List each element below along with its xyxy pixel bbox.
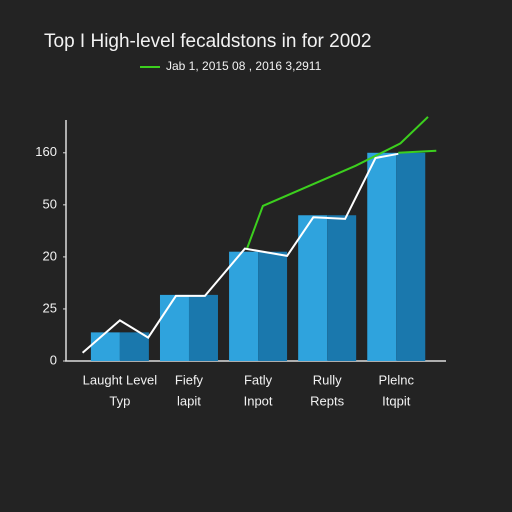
line-series xyxy=(398,149,437,154)
x-tick-label: Fiefy xyxy=(175,372,204,387)
x-tick-label: Inpot xyxy=(244,393,273,408)
line-series xyxy=(246,116,429,249)
x-tick-label: Typ xyxy=(109,393,130,408)
bar-face xyxy=(298,215,328,361)
bar-side xyxy=(119,332,149,361)
x-tick-label: Repts xyxy=(310,393,344,408)
bar xyxy=(229,251,288,361)
y-tick-label: 25 xyxy=(43,300,57,315)
bar xyxy=(298,215,357,361)
legend-label: Jab 1, 2015 08 , 2016 3,2911 xyxy=(166,59,322,73)
x-tick-label: Fatly xyxy=(244,372,273,387)
chart-title: Top I High-level fecaldstons in for 2002 xyxy=(44,31,371,52)
bar-side xyxy=(396,152,426,361)
bar xyxy=(90,332,149,361)
bar-face xyxy=(159,294,189,361)
line-series xyxy=(81,152,399,354)
bar xyxy=(159,294,218,361)
bar-face xyxy=(90,332,120,361)
x-tick-label: lapit xyxy=(177,393,201,408)
x-tick-label: Itqpit xyxy=(382,393,411,408)
bar xyxy=(367,152,426,361)
y-tick-label: 160 xyxy=(35,144,57,159)
bar-side xyxy=(327,215,357,361)
x-tick-label: Plelnc xyxy=(379,372,415,387)
y-tick-label: 20 xyxy=(43,248,57,263)
y-tick-label: 50 xyxy=(43,196,57,211)
x-tick-label: Laught Level xyxy=(83,372,158,387)
bar-face xyxy=(229,251,259,361)
bar-side xyxy=(258,251,288,361)
bar-face xyxy=(367,152,397,361)
x-tick-label: Rully xyxy=(313,372,342,387)
bar-side xyxy=(188,294,218,361)
y-tick-label: 0 xyxy=(50,352,57,367)
